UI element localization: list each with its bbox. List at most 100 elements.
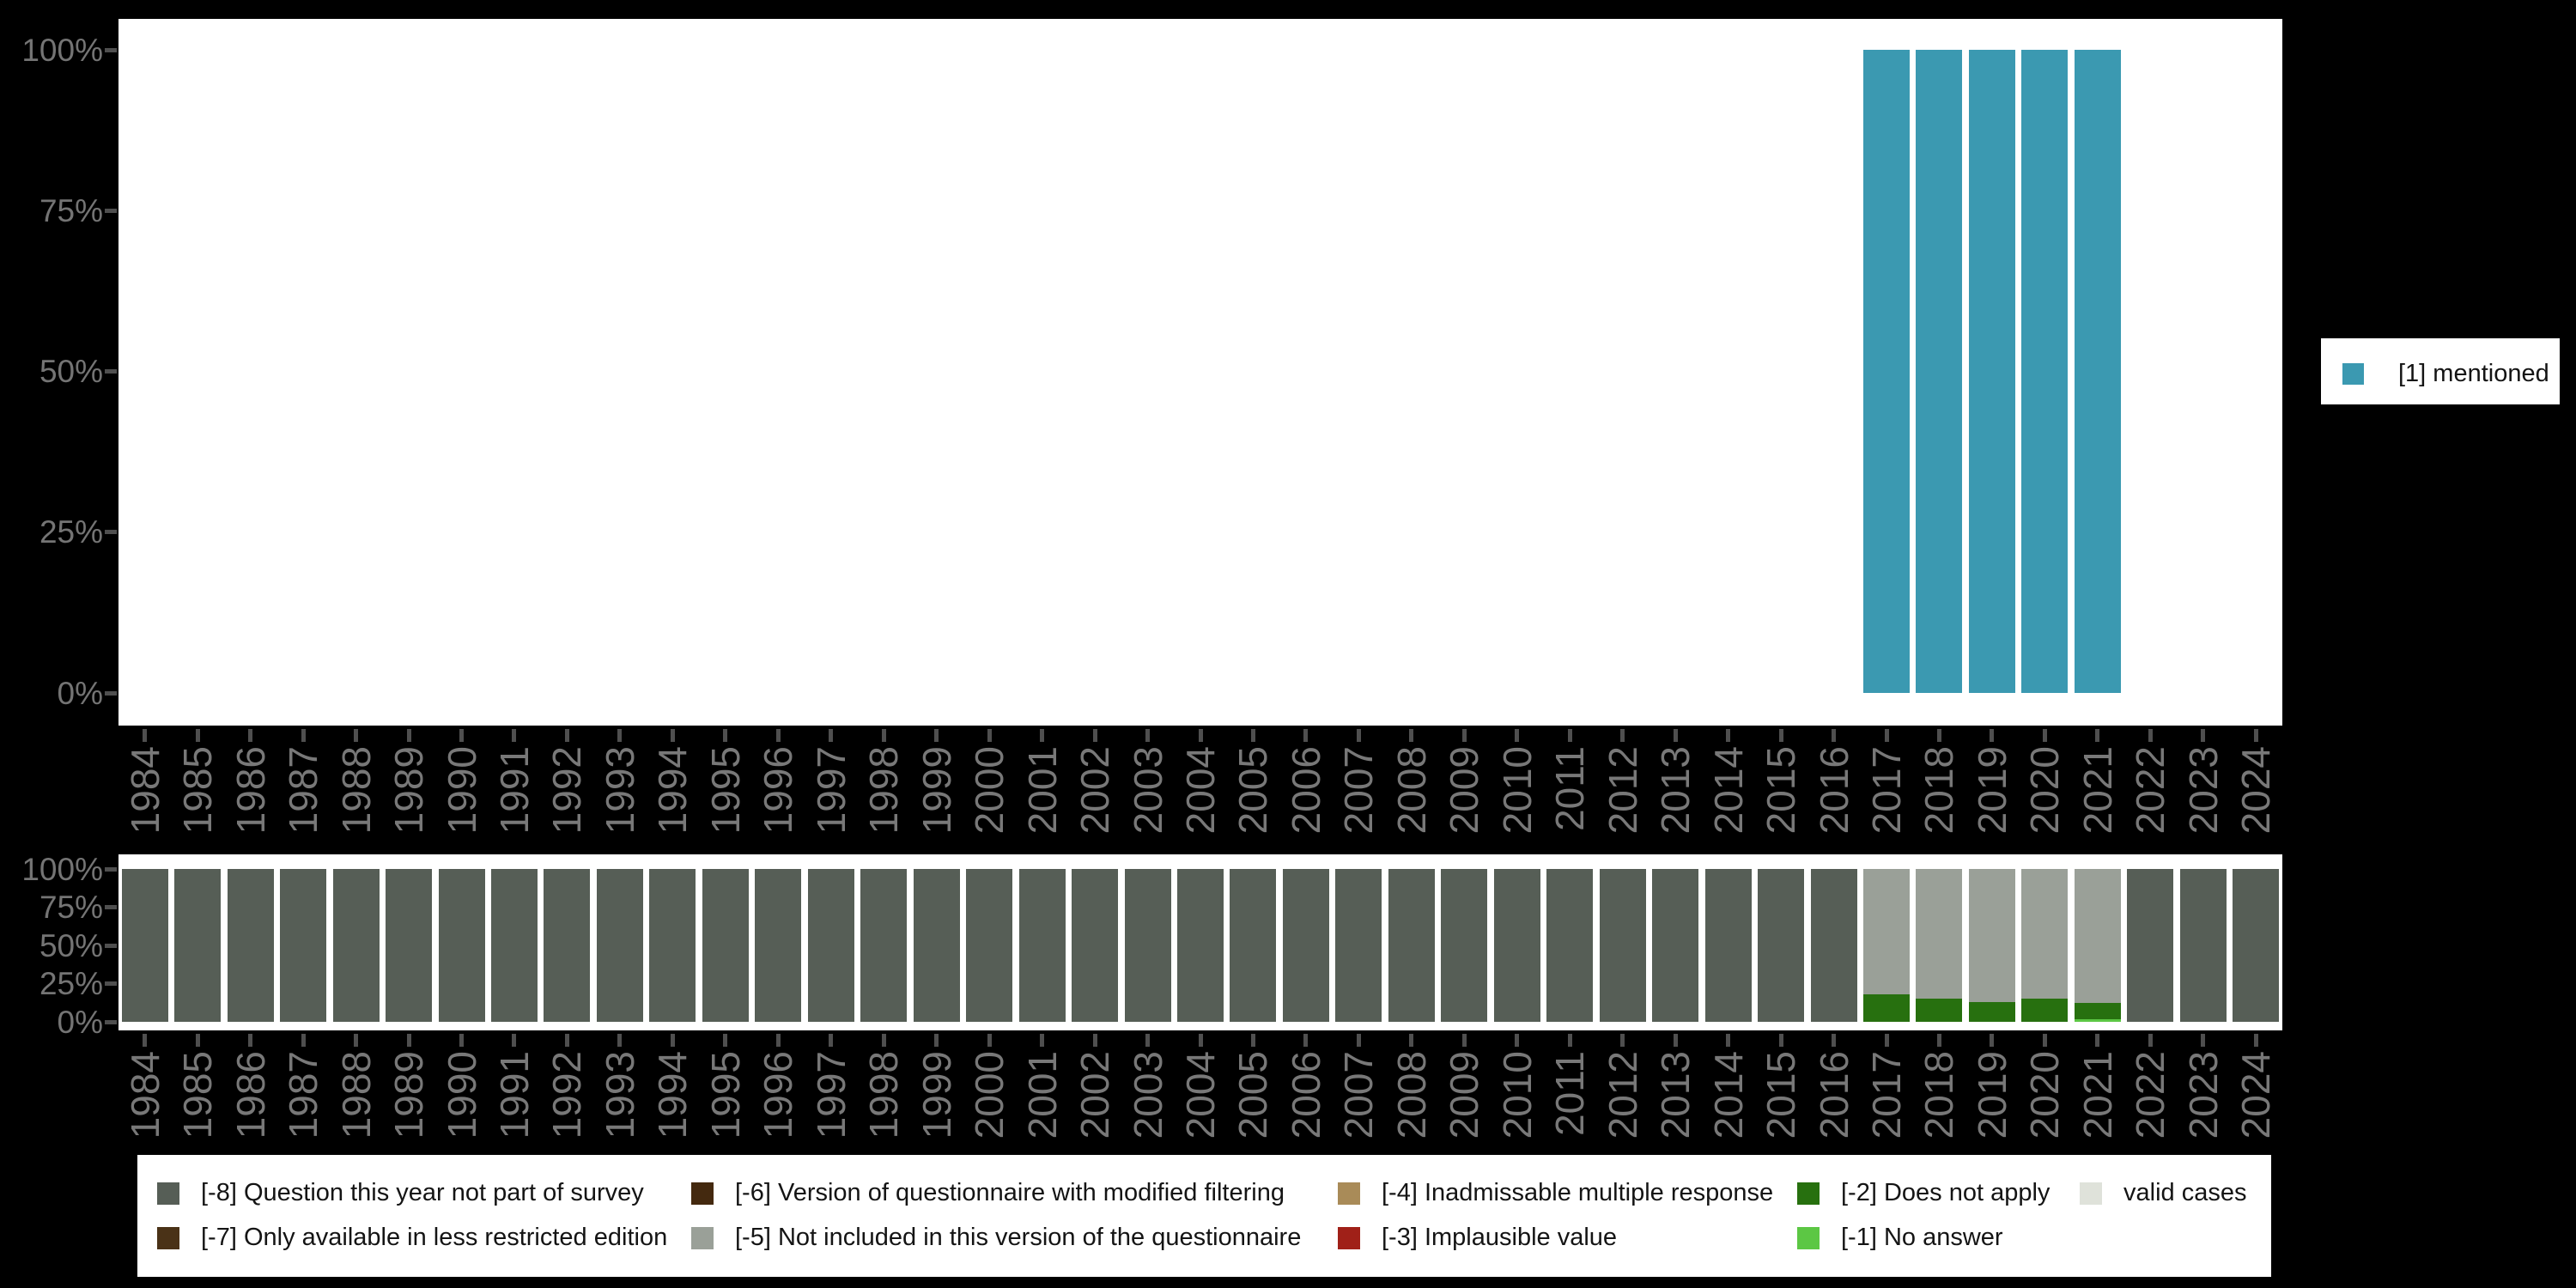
x-axis-tick	[248, 1034, 253, 1047]
x-axis-tick	[1990, 729, 1995, 742]
x-axis-tick	[1726, 1034, 1731, 1047]
x-tick-label-1986: 1986	[228, 1051, 273, 1139]
x-tick-label-1984: 1984	[122, 1051, 167, 1139]
x-axis-tick	[1356, 729, 1361, 742]
x-axis-tick	[2253, 1034, 2258, 1047]
bottom-chart-plot-area	[118, 854, 2282, 1030]
legend-missing-values: [-8] Question this year not part of surv…	[137, 1155, 2271, 1277]
bar-segment-2007	[1335, 869, 1382, 1022]
x-tick-label-1988: 1988	[333, 746, 379, 835]
x-axis-tick	[564, 729, 569, 742]
x-tick-label-2011: 2011	[1547, 746, 1593, 831]
x-axis-tick	[1884, 1034, 1889, 1047]
x-tick-label-1985: 1985	[175, 746, 221, 835]
x-tick-label-2002: 2002	[1072, 746, 1118, 835]
x-tick-label-2007: 2007	[1336, 1051, 1382, 1139]
x-axis-tick	[354, 729, 359, 742]
legend-swatch	[1797, 1182, 1820, 1205]
x-tick-label-2014: 2014	[1705, 746, 1751, 835]
y-tick-label: 25%	[39, 514, 103, 550]
y-tick-label: 100%	[21, 851, 103, 887]
y-axis-tick	[105, 690, 117, 696]
x-axis-tick	[1145, 729, 1151, 742]
x-tick-label-1992: 1992	[544, 1051, 590, 1139]
x-tick-label-2013: 2013	[1653, 746, 1698, 835]
legend-item-mentioned: [1] mentioned	[2342, 360, 2549, 388]
bar-segment-2002	[1072, 869, 1119, 1022]
legend-label: [-4] Inadmissable multiple response	[1382, 1179, 1774, 1206]
legend-swatch	[1338, 1182, 1360, 1205]
x-tick-label-2015: 2015	[1759, 746, 1804, 835]
x-tick-label-2024: 2024	[2233, 746, 2279, 835]
x-tick-label-2016: 2016	[1811, 1051, 1856, 1139]
bar-segment-2010	[1493, 869, 1540, 1022]
bar-segment-1997	[807, 869, 854, 1022]
x-tick-label-1995: 1995	[702, 746, 748, 835]
y-axis-tick	[105, 905, 117, 909]
x-axis-tick	[1726, 729, 1731, 742]
x-tick-label-2012: 2012	[1600, 746, 1645, 835]
legend-item: [-1] No answer	[1797, 1224, 2003, 1252]
x-tick-label-1993: 1993	[597, 746, 642, 835]
x-tick-label-1999: 1999	[914, 1051, 959, 1139]
x-axis-tick	[829, 1034, 834, 1047]
x-tick-label-2005: 2005	[1230, 746, 1276, 835]
x-tick-label-2010: 2010	[1494, 1051, 1540, 1139]
bar-segment-1990	[438, 869, 485, 1022]
x-axis-tick	[1884, 729, 1889, 742]
x-axis-tick	[1778, 729, 1783, 742]
x-tick-label-1995: 1995	[702, 1051, 748, 1139]
top-chart-plot-area	[118, 19, 2282, 726]
y-axis-tick	[105, 981, 117, 986]
y-axis-tick	[105, 208, 117, 213]
x-tick-label-1994: 1994	[650, 746, 696, 835]
x-axis-tick	[670, 729, 675, 742]
legend-item: [-2] Does not apply	[1797, 1179, 2050, 1207]
x-axis-tick	[459, 729, 464, 742]
x-tick-label-1987: 1987	[281, 1051, 326, 1139]
x-tick-label-1985: 1985	[175, 1051, 221, 1139]
x-tick-label-2003: 2003	[1125, 746, 1170, 835]
x-tick-label-1996: 1996	[756, 746, 801, 835]
x-tick-label-2014: 2014	[1705, 1051, 1751, 1139]
x-tick-label-2013: 2013	[1653, 1051, 1698, 1139]
x-axis-tick	[1040, 1034, 1045, 1047]
bar-segment-1995	[702, 869, 749, 1022]
y-tick-label: 75%	[39, 192, 103, 228]
bar-segment-1991	[490, 869, 538, 1022]
x-axis-tick	[1936, 729, 1941, 742]
x-tick-label-1994: 1994	[650, 1051, 696, 1139]
x-axis-tick	[512, 729, 517, 742]
legend-item: valid cases	[2080, 1179, 2246, 1207]
x-axis-tick	[406, 1034, 411, 1047]
bar-segment-2021	[2074, 1019, 2121, 1022]
bar-segment-1996	[755, 869, 802, 1022]
bar-segment-2021	[2074, 869, 2121, 1003]
x-axis-tick	[248, 729, 253, 742]
x-axis-tick	[723, 1034, 728, 1047]
y-axis-tick	[105, 1019, 117, 1024]
x-tick-label-1990: 1990	[439, 746, 484, 835]
x-axis-tick	[1778, 1034, 1783, 1047]
bar-segment-2019	[1968, 1001, 2015, 1022]
legend-swatch	[691, 1182, 714, 1205]
x-axis-tick	[1409, 729, 1414, 742]
x-tick-label-2011: 2011	[1547, 1051, 1593, 1136]
legend-label: [-6] Version of questionnaire with modif…	[735, 1179, 1285, 1206]
x-tick-label-2009: 2009	[1442, 746, 1487, 835]
x-axis-tick	[2148, 1034, 2153, 1047]
bar-segment-2021	[2074, 1002, 2121, 1020]
x-tick-label-2007: 2007	[1336, 746, 1382, 835]
x-axis-tick	[1409, 1034, 1414, 1047]
legend-swatch	[1338, 1226, 1360, 1249]
x-axis-tick	[829, 729, 834, 742]
x-axis-tick	[1461, 1034, 1467, 1047]
bar-segment-2009	[1441, 869, 1488, 1022]
x-axis-tick	[1673, 729, 1678, 742]
x-tick-label-2006: 2006	[1283, 746, 1328, 835]
x-axis-tick	[1567, 729, 1572, 742]
x-axis-tick	[1673, 1034, 1678, 1047]
bar-segment-2013	[1652, 869, 1699, 1022]
x-tick-label-2020: 2020	[2022, 746, 2068, 835]
bar-segment-2006	[1282, 869, 1329, 1022]
